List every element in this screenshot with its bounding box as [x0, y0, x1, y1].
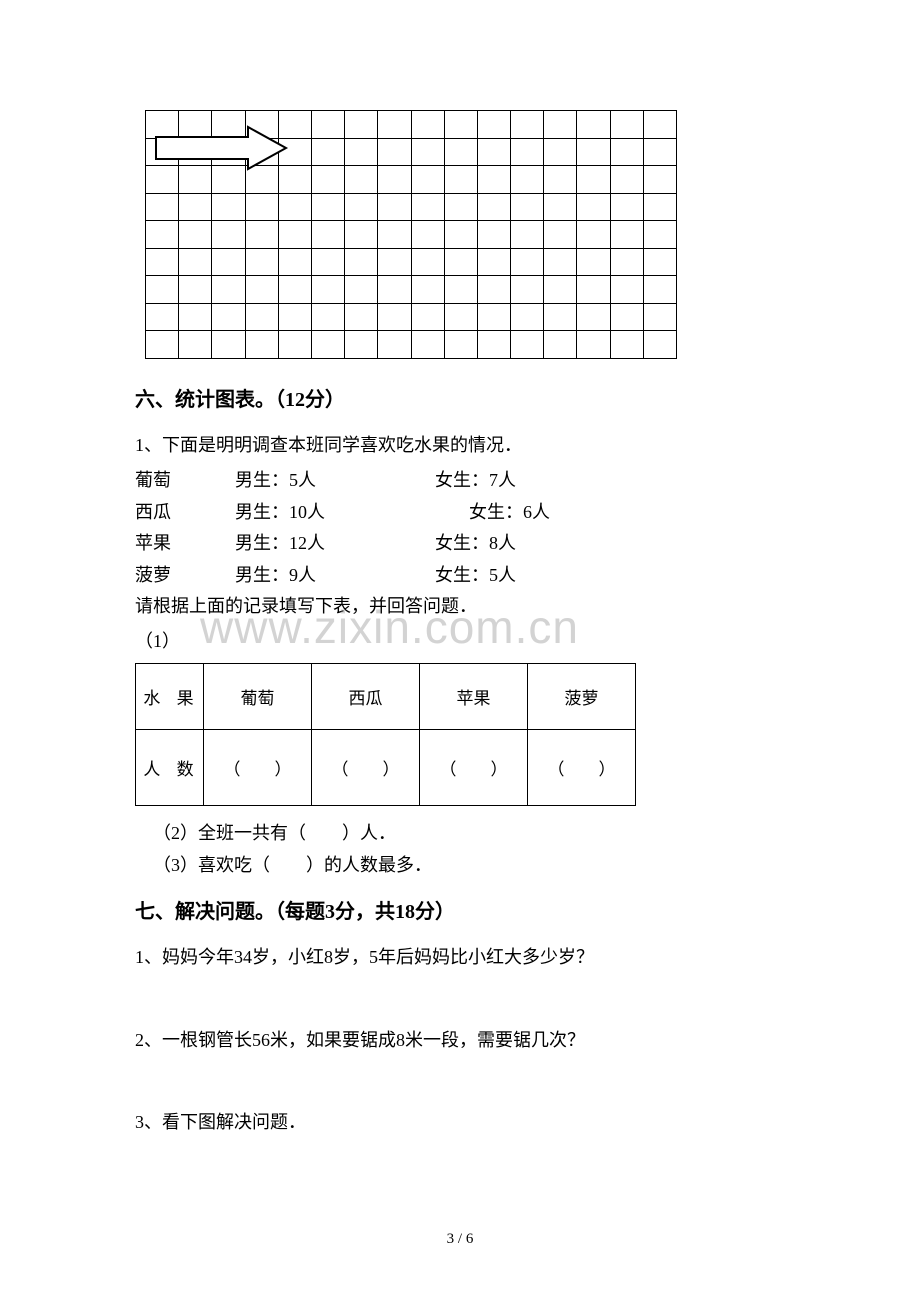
q1-text: 1、妈妈今年34岁，小红8岁，5年后妈妈比小红大多少岁？: [135, 942, 785, 973]
arrow-icon: [152, 125, 292, 171]
table-header-label: 水 果: [136, 664, 204, 730]
survey-rows: 葡萄男生：5人女生：7人西瓜男生：10人女生：6人苹果男生：12人女生：8人菠萝…: [135, 465, 785, 591]
table-row-label: 人 数: [136, 730, 204, 806]
sub1-label: （1）: [135, 627, 785, 656]
table-blank-cell: （ ）: [528, 730, 636, 806]
survey-row: 西瓜男生：10人女生：6人: [135, 497, 785, 529]
table-header: 苹果: [420, 664, 528, 730]
table-blank-cell: （ ）: [312, 730, 420, 806]
survey-fruit: 菠萝: [135, 560, 235, 592]
table-blank-cell: （ ）: [204, 730, 312, 806]
survey-boy: 男生：5人: [235, 465, 435, 497]
q2-text: 2、一根钢管长56米，如果要锯成8米一段，需要锯几次？: [135, 1025, 785, 1056]
survey-fruit: 葡萄: [135, 465, 235, 497]
survey-girl: 女生：6人: [435, 502, 550, 522]
grid-table: [145, 110, 677, 359]
survey-fruit: 苹果: [135, 528, 235, 560]
survey-row: 菠萝男生：9人女生：5人: [135, 560, 785, 592]
survey-row: 葡萄男生：5人女生：7人: [135, 465, 785, 497]
fruit-data-table: 水 果 葡萄 西瓜 苹果 菠萝 人 数 （ ） （ ） （ ） （ ）: [135, 663, 636, 806]
survey-boy: 男生：12人: [235, 528, 435, 560]
section6-instruction: 请根据上面的记录填写下表，并回答问题．: [135, 591, 785, 623]
grid-drawing-area: [145, 110, 785, 359]
survey-boy: 男生：9人: [235, 560, 435, 592]
survey-girl: 女生：5人: [435, 565, 516, 585]
table-header: 西瓜: [312, 664, 420, 730]
survey-girl: 女生：7人: [435, 470, 516, 490]
section7-heading: 七、解决问题。（每题3分，共18分）: [135, 895, 785, 924]
survey-fruit: 西瓜: [135, 497, 235, 529]
survey-boy: 男生：10人: [235, 497, 435, 529]
table-header: 菠萝: [528, 664, 636, 730]
section6-heading: 六、统计图表。（12分）: [135, 383, 785, 412]
survey-girl: 女生：8人: [435, 533, 516, 553]
page-number: 3 / 6: [0, 1231, 920, 1248]
table-header: 葡萄: [204, 664, 312, 730]
q3-text: 3、看下图解决问题．: [135, 1107, 785, 1138]
survey-row: 苹果男生：12人女生：8人: [135, 528, 785, 560]
section6-intro: 1、下面是明明调查本班同学喜欢吃水果的情况．: [135, 430, 785, 462]
sub2-text: （2）全班一共有（ ）人．: [135, 818, 785, 850]
sub3-text: （3）喜欢吃（ ）的人数最多．: [135, 850, 785, 882]
table-blank-cell: （ ）: [420, 730, 528, 806]
